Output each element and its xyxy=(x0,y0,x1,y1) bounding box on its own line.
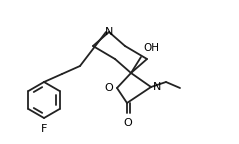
Text: F: F xyxy=(41,124,47,133)
Text: OH: OH xyxy=(143,43,159,53)
Text: N: N xyxy=(105,27,113,37)
Text: O: O xyxy=(124,118,132,128)
Text: N: N xyxy=(153,82,161,92)
Text: O: O xyxy=(104,83,113,93)
